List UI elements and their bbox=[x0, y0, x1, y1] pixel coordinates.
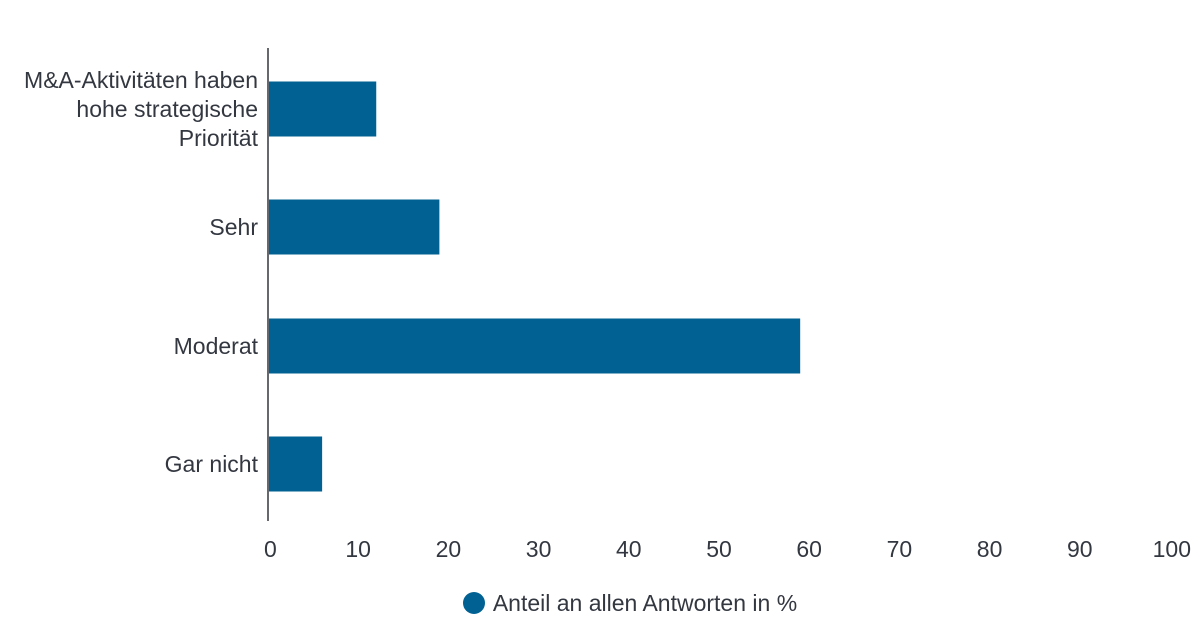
bar bbox=[269, 436, 323, 492]
x-tick-label: 50 bbox=[706, 536, 732, 562]
category-label: Gar nicht bbox=[165, 451, 259, 477]
category-label: M&A-Aktivitäten haben bbox=[24, 67, 258, 93]
x-tick-label: 20 bbox=[436, 536, 462, 562]
x-tick-label: 80 bbox=[977, 536, 1003, 562]
x-tick-label: 30 bbox=[526, 536, 552, 562]
category-label: Moderat bbox=[174, 333, 259, 359]
x-tick-label: 70 bbox=[887, 536, 913, 562]
bar-chart: M&A-Aktivitäten haben hohe strategische Pr… bbox=[24, 48, 1191, 562]
bar bbox=[269, 199, 440, 255]
x-tick-label: 100 bbox=[1153, 536, 1191, 562]
bar bbox=[269, 81, 377, 137]
category-label: Sehr bbox=[209, 214, 258, 240]
x-tick-label: 40 bbox=[616, 536, 642, 562]
bar bbox=[269, 318, 801, 374]
x-tick-label: 0 bbox=[264, 536, 277, 562]
category-label: Priorität bbox=[179, 125, 259, 151]
legend: Anteil an allen Antworten in % bbox=[0, 583, 1200, 623]
x-tick-label: 10 bbox=[345, 536, 371, 562]
x-tick-label: 60 bbox=[796, 536, 822, 562]
x-tick-label: 90 bbox=[1067, 536, 1093, 562]
legend-label: Anteil an allen Antworten in % bbox=[492, 589, 798, 616]
category-label: hohe strategische bbox=[76, 96, 258, 122]
legend-swatch bbox=[462, 592, 485, 614]
